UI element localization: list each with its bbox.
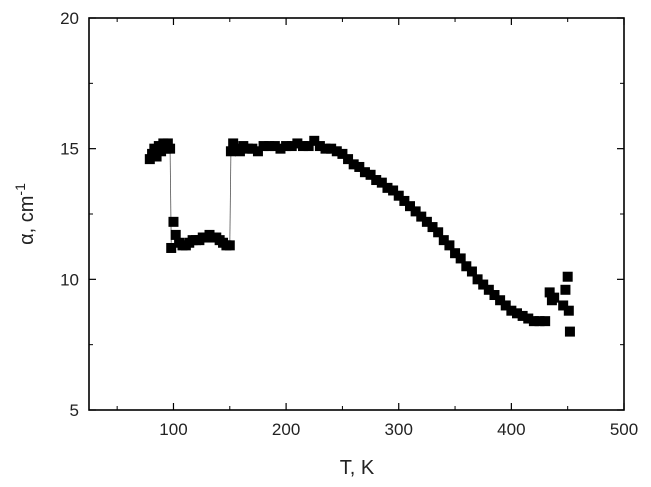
y-tick-label: 20: [60, 9, 79, 28]
x-tick-label: 300: [385, 420, 413, 439]
data-point: [427, 222, 438, 233]
data-point: [252, 146, 263, 157]
data-point: [359, 167, 370, 178]
data-point: [314, 141, 325, 152]
data-point: [258, 141, 269, 152]
data-point: [500, 300, 511, 311]
data-point: [228, 138, 239, 149]
data-point: [438, 235, 449, 246]
x-tick-label: 500: [610, 420, 638, 439]
data-point: [562, 271, 573, 282]
data-point: [348, 159, 359, 170]
data-point: [523, 313, 534, 324]
x-tick-label: 100: [159, 420, 187, 439]
data-point: [472, 274, 483, 285]
data-point: [170, 229, 181, 240]
data-point: [286, 141, 297, 152]
data-point: [558, 300, 569, 311]
data-point: [444, 240, 455, 251]
connector-line: [169, 151, 172, 243]
data-point: [151, 151, 162, 162]
data-point: [269, 141, 280, 152]
data-point: [376, 177, 387, 188]
data-point: [371, 175, 382, 186]
data-point: [393, 190, 404, 201]
x-axis-title: T, K: [340, 457, 375, 479]
data-point: [309, 135, 320, 146]
data-point: [275, 143, 286, 154]
data-point: [455, 253, 466, 264]
data-point: [331, 146, 342, 157]
data-point: [540, 316, 551, 327]
data-point: [478, 279, 489, 290]
data-point: [517, 310, 528, 321]
y-axis-title-superscript: -1: [12, 183, 28, 196]
data-point: [224, 240, 235, 251]
data-point: [410, 206, 421, 217]
data-point: [495, 295, 506, 306]
data-point: [416, 211, 427, 222]
data-point: [281, 141, 292, 152]
connector-line: [229, 151, 232, 246]
data-point: [549, 292, 560, 303]
data-point: [225, 146, 236, 157]
data-point: [247, 143, 258, 154]
data-point: [450, 248, 461, 259]
axis-ticks: [89, 17, 625, 411]
data-point: [292, 138, 303, 149]
y-tick-label: 15: [60, 140, 79, 159]
data-point: [303, 141, 314, 152]
data-point: [165, 143, 176, 154]
y-axis-title-main: α, cm: [16, 196, 38, 245]
data-point: [466, 266, 477, 277]
x-tick-label: 200: [272, 420, 300, 439]
data-point: [234, 146, 245, 157]
data-point: [544, 287, 555, 298]
data-point: [382, 182, 393, 193]
data-point: [144, 154, 155, 165]
data-point: [365, 169, 376, 180]
tick-labels: 100 200 300 400 500 5 10 15 20: [60, 9, 638, 439]
data-point: [563, 305, 574, 316]
data-point: [354, 161, 365, 172]
data-point: [320, 143, 331, 154]
data-point: [564, 326, 575, 337]
x-tick-label: 400: [497, 420, 525, 439]
data-point: [506, 305, 517, 316]
data-point: [337, 148, 348, 159]
y-tick-label: 5: [70, 401, 79, 420]
data-point: [461, 261, 472, 272]
data-point: [388, 185, 399, 196]
data-point: [560, 284, 571, 295]
data-point: [298, 141, 308, 152]
data-point: [534, 316, 545, 327]
connector-lines: [169, 151, 232, 246]
data-point: [168, 216, 179, 227]
data-point: [326, 143, 337, 154]
data-point: [528, 316, 539, 327]
data-point: [433, 227, 444, 238]
data-point: [405, 201, 415, 212]
data-point: [162, 138, 173, 149]
data-point: [421, 216, 432, 227]
data-point: [483, 284, 494, 295]
y-tick-label: 10: [60, 270, 79, 289]
y-axis-title: α, cm-1: [12, 183, 38, 245]
plot-frame: [88, 17, 625, 411]
data-point: [512, 308, 522, 319]
data-points: [144, 135, 575, 337]
data-point: [399, 195, 410, 206]
data-point: [489, 290, 500, 301]
data-point: [166, 242, 177, 253]
data-point: [343, 154, 354, 165]
data-point: [264, 141, 275, 152]
